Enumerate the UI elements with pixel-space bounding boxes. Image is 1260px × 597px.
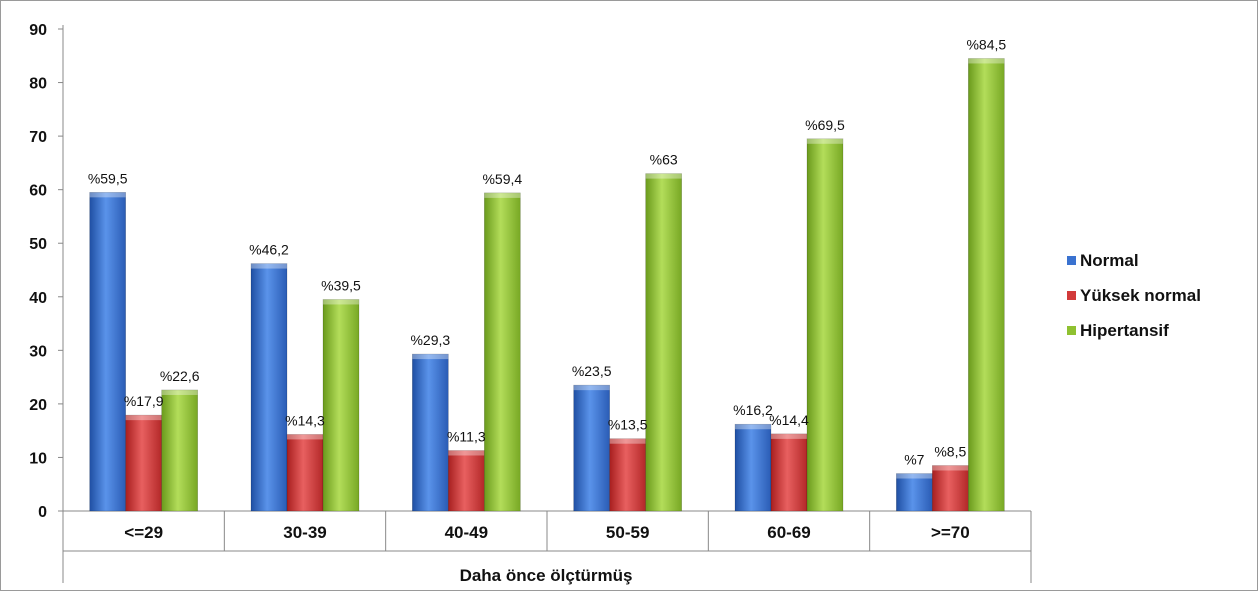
bar-normal-0 — [89, 192, 126, 512]
bar-top-highlight — [609, 438, 646, 444]
data-labels: %59,5 %46,2 %29,3 %23,5 %16,2 %7 %17,9 %14,3 %11… — [88, 36, 1007, 467]
y-tick-label: 40 — [29, 290, 47, 307]
data-label: %7 — [904, 452, 924, 468]
bar-yüksek-normal-5 — [932, 465, 969, 512]
bar-top-highlight — [448, 450, 485, 456]
data-label: %14,3 — [285, 412, 325, 428]
data-label: %11,3 — [447, 428, 486, 444]
legend: Normal Yüksek normal Hipertansif — [1067, 251, 1201, 340]
data-label: %39,5 — [321, 277, 361, 293]
data-label: %29,3 — [410, 332, 450, 348]
bar-top-highlight — [323, 299, 359, 305]
bar-yüksek-normal-3 — [609, 438, 646, 512]
legend-label: Normal — [1080, 251, 1139, 270]
data-label: %23,5 — [572, 363, 612, 379]
x-tick-label: 50-59 — [606, 523, 649, 542]
data-label: %59,4 — [482, 171, 522, 187]
data-label: %17,9 — [124, 393, 164, 409]
data-label: %46,2 — [249, 242, 289, 258]
bar-yüksek-normal-1 — [286, 434, 324, 512]
x-tick-label: 30-39 — [283, 523, 326, 542]
y-tick-label: 30 — [29, 343, 47, 360]
data-label: %13,5 — [608, 417, 648, 433]
data-label: %16,2 — [733, 402, 773, 418]
bar-hipertansif-5 — [968, 58, 1005, 512]
data-label: %69,5 — [805, 117, 845, 133]
y-tick-label: 70 — [29, 129, 47, 146]
bar-normal-3 — [573, 384, 610, 512]
bar-normal-5 — [896, 473, 933, 512]
bar-top-highlight — [735, 424, 771, 430]
bar-top-highlight — [412, 354, 449, 360]
y-tick-label: 80 — [29, 76, 47, 93]
y-tick-label: 20 — [29, 397, 47, 414]
x-tick-label: 40-49 — [445, 523, 488, 542]
y-tick-label: 10 — [29, 450, 47, 467]
x-axis: <=29 30-39 40-49 50-59 60-69 >=70 — [62, 510, 1032, 583]
legend-swatch — [1067, 326, 1076, 335]
bar-normal-4 — [734, 423, 772, 512]
data-label: %14,4 — [769, 412, 809, 428]
bar-top-highlight — [968, 58, 1005, 64]
bar-yüksek-normal-4 — [770, 433, 808, 512]
y-tick-label: 60 — [29, 183, 47, 200]
data-label: %22,6 — [160, 368, 200, 384]
bar-hipertansif-2 — [484, 192, 521, 512]
x-tick-label: <=29 — [124, 523, 163, 542]
bar-top-highlight — [287, 434, 323, 440]
bar-hipertansif-1 — [322, 299, 360, 512]
x-axis-title: Daha önce ölçtürmüş — [460, 566, 633, 585]
bar-top-highlight — [89, 192, 126, 198]
bar-top-highlight — [645, 173, 682, 179]
y-tick-label: 50 — [29, 236, 47, 253]
data-label: %59,5 — [88, 170, 128, 186]
bar-top-highlight — [251, 263, 287, 269]
legend-label: Hipertansif — [1080, 321, 1169, 340]
bar-hipertansif-3 — [645, 173, 682, 512]
bar-yüksek-normal-0 — [125, 414, 162, 512]
data-label: %84,5 — [966, 36, 1006, 52]
x-tick-label: >=70 — [931, 523, 970, 542]
bar-top-highlight — [807, 138, 843, 144]
bar-yüksek-normal-2 — [448, 450, 485, 512]
legend-label: Yüksek normal — [1080, 286, 1201, 305]
bar-hipertansif-0 — [161, 389, 198, 512]
bar-top-highlight — [573, 385, 610, 391]
legend-swatch — [1067, 291, 1076, 300]
y-tick-label: 0 — [38, 504, 47, 521]
x-tick-label: 60-69 — [767, 523, 810, 542]
data-label: %8,5 — [934, 443, 966, 459]
bar-top-highlight — [771, 433, 807, 439]
bar-top-highlight — [896, 473, 933, 479]
bar-top-highlight — [932, 465, 969, 471]
y-axis: 0 10 20 30 40 50 60 70 80 90 — [29, 22, 64, 583]
y-tick-label: 90 — [29, 22, 47, 39]
legend-swatch — [1067, 256, 1076, 265]
bar-top-highlight — [161, 389, 198, 395]
bars — [89, 58, 1005, 512]
bar-top-highlight — [125, 415, 162, 421]
bar-hipertansif-4 — [806, 138, 844, 512]
data-label: %63 — [650, 152, 678, 168]
bar-top-highlight — [484, 192, 521, 198]
bar-normal-1 — [250, 263, 288, 512]
bar-normal-2 — [412, 353, 449, 512]
